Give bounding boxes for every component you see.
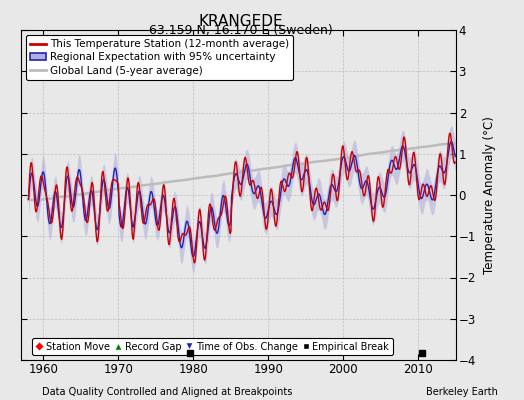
- Text: Data Quality Controlled and Aligned at Breakpoints: Data Quality Controlled and Aligned at B…: [42, 387, 292, 397]
- Legend: Station Move, Record Gap, Time of Obs. Change, Empirical Break: Station Move, Record Gap, Time of Obs. C…: [32, 338, 392, 355]
- Text: Berkeley Earth: Berkeley Earth: [426, 387, 498, 397]
- Text: 63.159 N, 16.170 E (Sweden): 63.159 N, 16.170 E (Sweden): [149, 24, 333, 37]
- Text: KRANGEDE: KRANGEDE: [199, 14, 283, 29]
- Y-axis label: Temperature Anomaly (°C): Temperature Anomaly (°C): [483, 116, 496, 274]
